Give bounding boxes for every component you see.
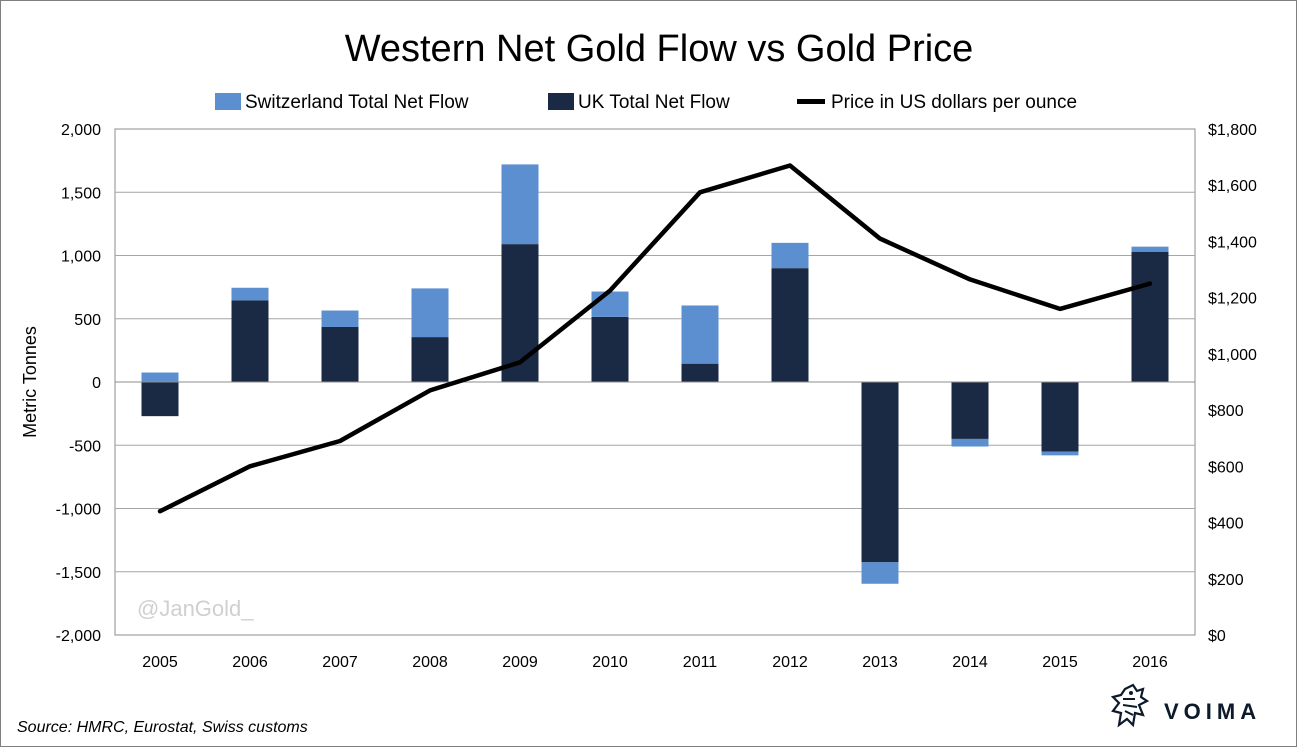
- x-axis-ticks: 2005 2006 2007 2008 2009 2010 2011 2012 2013 2014…: [142, 654, 1168, 671]
- price-point-2008: [428, 388, 432, 392]
- legend-swatch-uk: [548, 93, 574, 110]
- x-tick-label: 2008: [412, 654, 448, 671]
- y2-tick-label: $0: [1208, 628, 1226, 645]
- brand-name: VOIMA: [1164, 699, 1261, 724]
- bar-uk-2012: [771, 268, 809, 382]
- y2-tick-label: $200: [1208, 572, 1244, 589]
- bar-switzerland-2013: [861, 562, 899, 584]
- x-tick-label: 2014: [952, 654, 988, 671]
- price-point-2011: [698, 190, 702, 194]
- x-tick-label: 2006: [232, 654, 268, 671]
- price-point-2009: [518, 360, 522, 364]
- y2-tick-label: $1,600: [1208, 178, 1257, 195]
- bar-switzerland-2011: [681, 305, 719, 364]
- price-point-2007: [338, 439, 342, 443]
- bar-switzerland-2015: [1041, 451, 1079, 456]
- bar-switzerland-2008: [411, 288, 449, 338]
- y2-tick-label: $400: [1208, 516, 1244, 533]
- y2-tick-label: $1,000: [1208, 347, 1257, 364]
- x-tick-label: 2011: [683, 654, 718, 671]
- bar-uk-2011: [681, 363, 719, 382]
- y-tick-label: 2,000: [61, 122, 101, 139]
- bar-switzerland-2009: [501, 164, 539, 245]
- legend-swatch-switzerland: [215, 93, 241, 110]
- y-tick-label: 1,500: [61, 185, 101, 202]
- bar-uk-2014: [951, 382, 989, 439]
- source-note: Source: HMRC, Eurostat, Swiss customs: [17, 719, 308, 736]
- y-tick-label: -500: [69, 438, 101, 455]
- bar-uk-2007: [321, 326, 359, 382]
- y2-tick-label: $1,800: [1208, 122, 1257, 139]
- price-point-2015: [1058, 307, 1062, 311]
- y-tick-label: -1,500: [56, 565, 101, 582]
- bar-uk-2016: [1131, 251, 1169, 382]
- price-point-2016: [1148, 282, 1152, 286]
- watermark: @JanGold_: [137, 596, 254, 621]
- y-tick-label: 500: [74, 312, 101, 329]
- bar-uk-2013: [861, 382, 899, 563]
- y2-tick-label: $600: [1208, 459, 1244, 476]
- bar-uk-2009: [501, 244, 539, 382]
- bar-uk-2006: [231, 300, 269, 382]
- left-axis-ticks: 2,000 1,500 1,000 500 0 -500 -1,000 -1,500 -2,00…: [56, 122, 101, 645]
- bar-switzerland-2007: [321, 310, 359, 327]
- y-tick-label: 0: [92, 375, 101, 392]
- legend-label-price: Price in US dollars per ounce: [831, 92, 1077, 113]
- right-axis-ticks: $1,800 $1,600 $1,400 $1,200 $1,000 $800 $600 $4…: [1208, 122, 1257, 645]
- price-point-2006: [248, 464, 252, 468]
- bar-uk-2015: [1041, 382, 1079, 452]
- x-tick-label: 2007: [322, 654, 358, 671]
- x-tick-label: 2009: [502, 654, 538, 671]
- legend-label-switzerland: Switzerland Total Net Flow: [245, 92, 469, 113]
- bars: [141, 164, 1169, 584]
- y2-tick-label: $800: [1208, 403, 1244, 420]
- bar-uk-2005: [141, 382, 179, 417]
- price-point-2014: [968, 277, 972, 281]
- bar-switzerland-2014: [951, 438, 989, 447]
- bar-uk-2010: [591, 316, 629, 382]
- x-tick-label: 2012: [772, 654, 808, 671]
- x-tick-label: 2016: [1132, 654, 1168, 671]
- price-series-line: [157, 163, 1153, 514]
- x-tick-label: 2005: [142, 654, 178, 671]
- bar-switzerland-2006: [231, 287, 269, 301]
- price-point-2012: [788, 164, 792, 168]
- legend: Switzerland Total Net Flow UK Total Net …: [215, 92, 1077, 113]
- y-tick-label: -1,000: [56, 502, 101, 519]
- bar-switzerland-2016: [1131, 246, 1169, 252]
- bar-switzerland-2012: [771, 242, 809, 269]
- y2-tick-label: $1,200: [1208, 291, 1257, 308]
- price-line: [157, 163, 1153, 514]
- chart-title: Western Net Gold Flow vs Gold Price: [345, 28, 974, 70]
- x-tick-label: 2015: [1042, 654, 1078, 671]
- y-tick-label: 1,000: [61, 249, 101, 266]
- price-point-2010: [608, 289, 612, 293]
- bar-switzerland-2005: [141, 372, 179, 382]
- griffin-logo-icon: [1110, 683, 1150, 728]
- y-tick-label: -2,000: [56, 628, 101, 645]
- x-tick-label: 2010: [592, 654, 628, 671]
- y-axis-label: Metric Tonnes: [20, 326, 40, 438]
- price-point-2005: [158, 509, 162, 513]
- bar-switzerland-2010: [591, 291, 629, 317]
- x-tick-label: 2013: [862, 654, 898, 671]
- bar-uk-2008: [411, 337, 449, 382]
- legend-label-uk: UK Total Net Flow: [578, 92, 730, 113]
- y2-tick-label: $1,400: [1208, 234, 1257, 251]
- price-point-2013: [878, 237, 882, 241]
